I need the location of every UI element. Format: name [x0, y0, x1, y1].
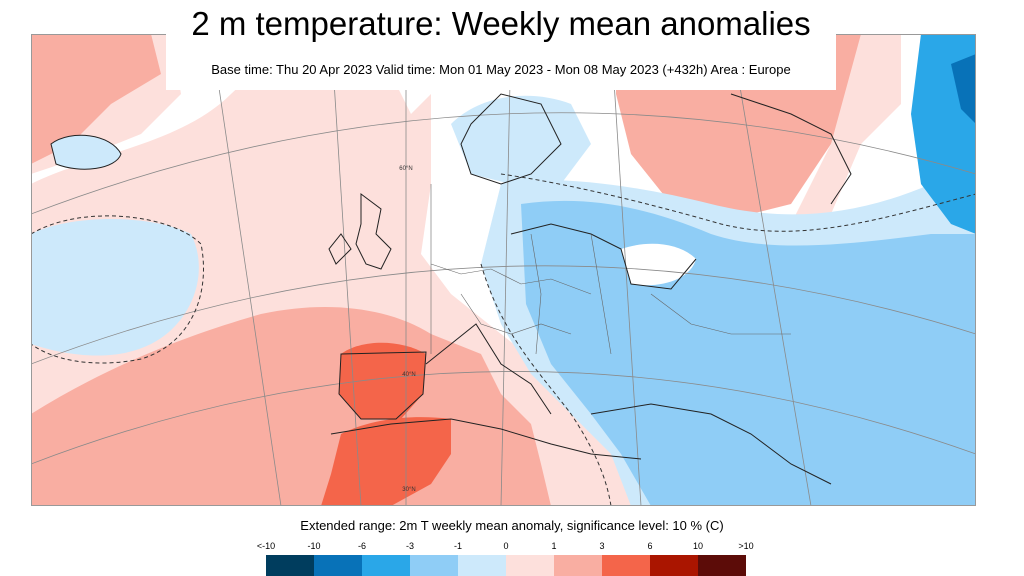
legend-tick-label: -1 — [453, 541, 463, 551]
cold-anomaly-darkest-east — [951, 54, 976, 124]
warm-anomaly-strong-north-africa — [321, 417, 451, 506]
legend-swatch — [554, 555, 602, 576]
warm-anomaly-strong-iberia — [339, 342, 426, 419]
graticule — [31, 34, 976, 506]
legend-swatch — [458, 555, 506, 576]
legend-swatch — [266, 555, 314, 576]
legend-swatch — [362, 555, 410, 576]
legend-tick-label: -10 — [307, 541, 321, 551]
legend-swatch — [602, 555, 650, 576]
legend-swatch — [698, 555, 746, 576]
legend-tick-label: <-10 — [256, 541, 276, 551]
warm-anomaly-medium-northwest — [31, 34, 161, 164]
legend-tick-label: >10 — [738, 541, 754, 551]
cold-anomaly-scandinavia — [451, 95, 591, 184]
significance-contour — [31, 173, 976, 506]
lat-label-30n: 30°N — [402, 487, 415, 493]
warm-anomaly-russia-light — [791, 34, 901, 224]
lat-label-60n: 60°N — [399, 166, 412, 172]
legend-tick-label: 1 — [551, 541, 557, 551]
page-subtitle: Base time: Thu 20 Apr 2023 Valid time: M… — [211, 62, 791, 77]
legend-ticks: <-10 -10 -6 -3 -1 0 1 3 6 10 >10 — [257, 541, 754, 553]
legend-swatch — [650, 555, 698, 576]
anomaly-map: 60°N 40°N 30°N — [31, 34, 976, 506]
legend-tick-label: -6 — [357, 541, 367, 551]
legend-tick-label: 3 — [599, 541, 605, 551]
black-sea-neutral — [621, 243, 696, 286]
legend-swatch — [410, 555, 458, 576]
lat-label-40n: 40°N — [402, 372, 415, 378]
legend-colorbar — [266, 555, 746, 576]
title-panel: 2 m temperature: Weekly mean anomalies B… — [166, 0, 836, 90]
page-title: 2 m temperature: Weekly mean anomalies — [191, 5, 811, 42]
coastlines — [50, 93, 852, 485]
legend-swatch — [314, 555, 362, 576]
legend-tick-label: 0 — [503, 541, 509, 551]
legend-tick-label: -3 — [405, 541, 415, 551]
legend-swatch — [506, 555, 554, 576]
country-borders — [430, 184, 791, 355]
legend-tick-label: 10 — [692, 541, 704, 551]
legend-caption: Extended range: 2m T weekly mean anomaly… — [300, 518, 724, 533]
cold-anomaly-iceland — [51, 135, 121, 170]
legend-tick-label: 6 — [647, 541, 653, 551]
